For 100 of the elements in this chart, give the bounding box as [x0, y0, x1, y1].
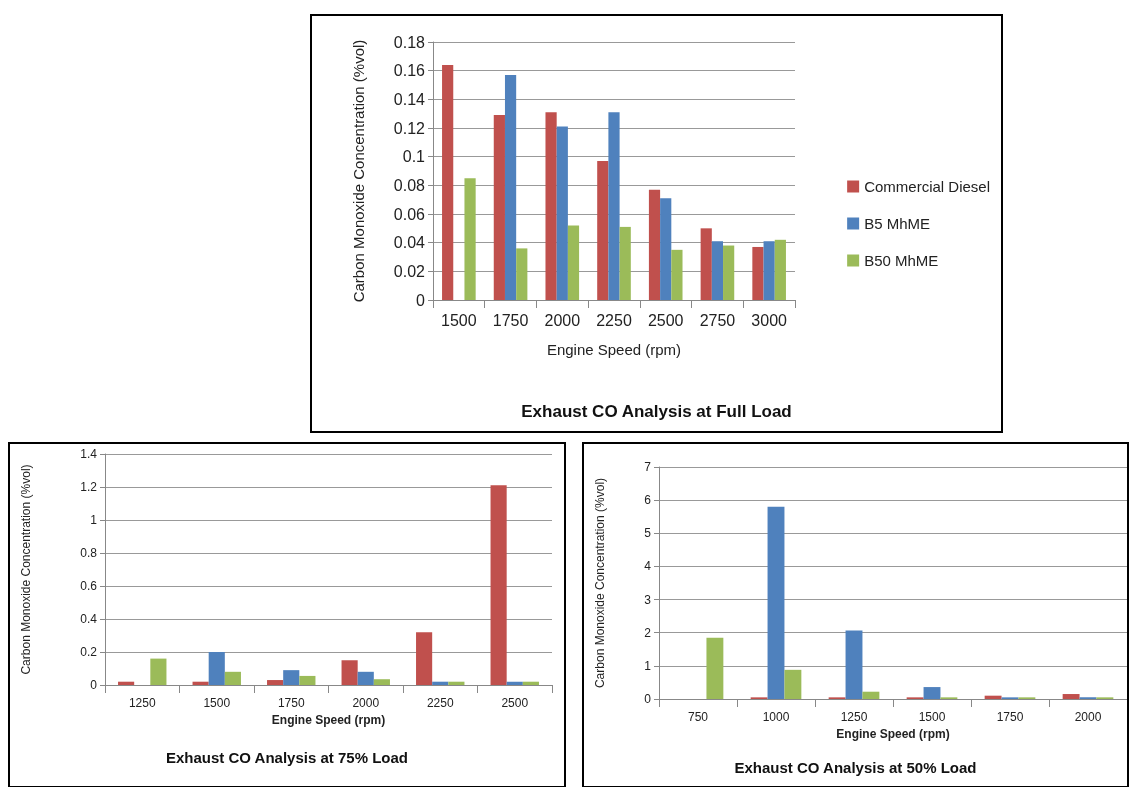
bar	[660, 198, 672, 300]
y-tick-label: 4	[644, 559, 652, 574]
x-tick-label: 2500	[501, 696, 529, 710]
y-tick-label: 0.12	[393, 119, 426, 137]
y-tick-label: 0	[416, 291, 426, 309]
y-tick-label: 7	[644, 460, 652, 474]
y-tick-label: 0.8	[80, 546, 98, 560]
bar	[493, 115, 505, 300]
bar	[984, 695, 1002, 699]
y-tick-label: 0.06	[393, 205, 426, 223]
bar	[522, 681, 539, 685]
bar	[432, 681, 449, 685]
bar	[150, 658, 167, 685]
legend-label: B5 MhME	[864, 215, 930, 232]
y-tick-label: 0.04	[393, 234, 426, 252]
x-axis-title: Engine Speed (rpm)	[546, 341, 682, 358]
x-tick-label: 2250	[426, 696, 454, 710]
y-tick-label: 0.08	[393, 176, 426, 194]
bar	[545, 112, 557, 300]
y-tick-label: 0.16	[393, 62, 426, 80]
text: Exhaust CO Analysis at 50% Load	[734, 759, 977, 776]
y-tick-label: 0.1	[402, 148, 426, 166]
bar	[597, 160, 609, 300]
bar	[723, 245, 735, 300]
bar	[752, 246, 764, 300]
bar	[619, 226, 631, 300]
bar	[118, 681, 135, 685]
x-tick-label: 1750	[277, 696, 305, 710]
bar	[506, 681, 523, 685]
y-tick-label: 0.18	[393, 33, 426, 51]
bar	[923, 687, 941, 699]
bar	[516, 248, 528, 300]
y-axis-title: Carbon Monoxide Concentration (%vol)	[349, 39, 367, 303]
bar	[706, 637, 724, 699]
bar	[224, 671, 241, 685]
x-tick-label: 2000	[544, 311, 581, 329]
x-tick-label: 2500	[647, 311, 684, 329]
y-tick-label: 0.14	[393, 90, 426, 108]
bar	[267, 680, 284, 685]
y-tick-label: 1.2	[80, 480, 98, 494]
bar	[608, 112, 620, 300]
bar	[862, 691, 880, 699]
x-tick-label: 1000	[762, 710, 790, 724]
bar	[648, 189, 661, 300]
x-tick-label: 1750	[996, 710, 1024, 724]
x-tick-label: 1250	[128, 696, 156, 710]
bar	[700, 228, 712, 300]
bar	[784, 669, 802, 699]
bar	[299, 675, 316, 685]
bar	[416, 632, 433, 685]
y-tick-label: 0.2	[80, 645, 98, 659]
bar	[283, 670, 300, 685]
bar	[442, 64, 454, 300]
x-tick-label: 2000	[352, 696, 380, 710]
text: Exhaust CO Analysis at Full Load	[521, 402, 792, 421]
x-tick-label: 1250	[840, 710, 868, 724]
x-tick-label: 1500	[918, 710, 946, 724]
y-tick-label: 1	[90, 513, 98, 527]
bar	[192, 681, 209, 685]
bar	[373, 679, 390, 685]
x-tick-label: 2250	[596, 311, 632, 329]
y-tick-label: 5	[644, 526, 652, 541]
y-tick-label: 3	[644, 592, 652, 607]
bar	[711, 241, 724, 300]
y-tick-label: 1.4	[80, 447, 98, 461]
legend-label: B50 MhME	[864, 252, 939, 269]
x-tick-label: 2000	[1074, 710, 1102, 724]
bar	[448, 681, 465, 685]
bar	[357, 671, 374, 685]
y-axis-title: Carbon Monoxide Concentration (%vol)	[18, 464, 33, 675]
bar	[1062, 694, 1080, 699]
y-tick-label: 6	[644, 493, 652, 508]
bar	[845, 630, 863, 699]
x-tick-label: 1500	[203, 696, 231, 710]
y-tick-label: 0	[90, 678, 98, 692]
y-tick-label: 0	[644, 692, 652, 706]
y-axis-title: Carbon Monoxide Concentration (%vol)	[592, 477, 607, 689]
y-tick-label: 0.4	[80, 612, 98, 626]
x-axis-title: Engine Speed (rpm)	[271, 712, 386, 727]
legend-label: Commercial Diesel	[864, 178, 990, 195]
y-tick-label: 2	[644, 625, 652, 640]
y-tick-label: 0.6	[80, 579, 98, 593]
x-axis-title: Engine Speed (rpm)	[836, 726, 950, 741]
y-tick-label: 1	[644, 658, 652, 673]
bar	[763, 241, 775, 300]
bar	[208, 652, 225, 685]
bar	[767, 506, 785, 699]
bar	[341, 660, 358, 685]
x-tick-label: 1750	[492, 311, 529, 329]
bar	[556, 126, 568, 300]
text: Exhaust CO Analysis at 75% Load	[165, 749, 409, 766]
bar	[671, 249, 683, 300]
y-tick-label: 0.02	[393, 262, 426, 280]
bar	[464, 178, 476, 300]
x-tick-label: 1500	[441, 311, 477, 329]
bar	[774, 239, 786, 300]
x-tick-label: 750	[687, 710, 709, 724]
x-tick-label: 3000	[751, 311, 788, 329]
bar	[504, 74, 517, 300]
x-tick-label: 2750	[699, 311, 736, 329]
